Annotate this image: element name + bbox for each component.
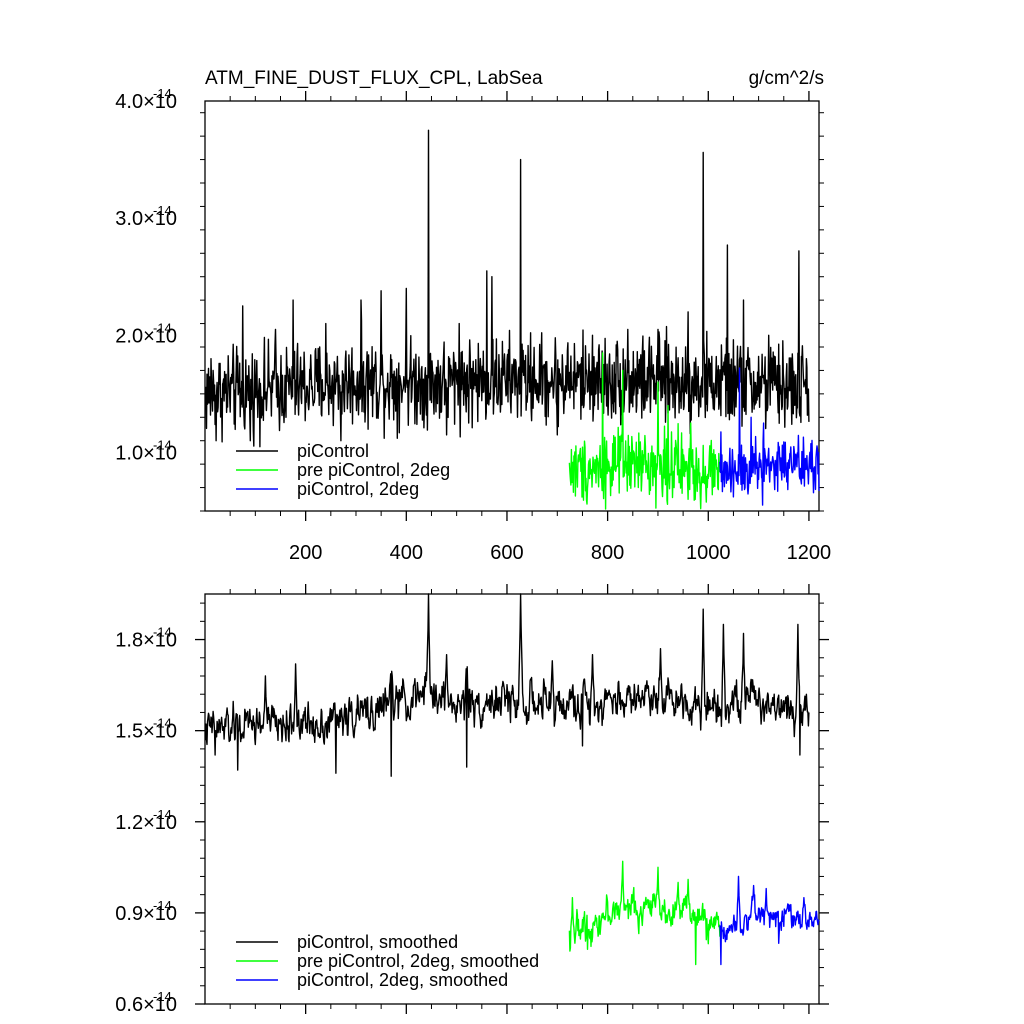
legend-label: pre piControl, 2deg, smoothed xyxy=(297,951,539,971)
series-line-1 xyxy=(568,860,721,966)
legend-label: piControl xyxy=(297,441,369,461)
series-line-0 xyxy=(204,593,810,777)
y-tick-label: 0.9×10 xyxy=(115,903,177,925)
tick-marks xyxy=(200,91,824,521)
plot-frame xyxy=(204,100,820,512)
y-tick-label: 1.0×10 xyxy=(115,442,177,464)
y-tick-exponent: -14 xyxy=(153,203,172,218)
x-tick-label: 1200 xyxy=(787,542,832,564)
legend-label: pre piControl, 2deg xyxy=(297,460,450,480)
x-tick-label: 600 xyxy=(490,542,523,564)
series-lines xyxy=(204,129,820,510)
y-tick-labels: 0.6×10-140.9×10-141.2×10-141.5×10-141.8×… xyxy=(115,625,177,1016)
y-tick-exponent: -14 xyxy=(153,989,172,1004)
y-tick-label: 3.0×10 xyxy=(115,208,177,230)
y-tick-label: 1.8×10 xyxy=(115,630,177,652)
legend-label: piControl, 2deg xyxy=(297,479,419,499)
y-tick-exponent: -14 xyxy=(153,320,172,335)
legend-label: piControl, smoothed xyxy=(297,932,458,952)
y-tick-exponent: -14 xyxy=(153,437,172,452)
y-tick-exponent: -14 xyxy=(153,807,172,822)
y-tick-label: 1.2×10 xyxy=(115,812,177,834)
plot-frame-smoothed xyxy=(204,593,820,1005)
x-tick-label: 1000 xyxy=(686,542,731,564)
x-tick-label: 400 xyxy=(390,542,423,564)
series-line-0 xyxy=(204,129,810,448)
x-tick-label: 800 xyxy=(591,542,624,564)
bottom-panel: 0.6×10-140.9×10-141.2×10-141.5×10-141.8×… xyxy=(115,584,829,1016)
y-tick-exponent: -14 xyxy=(153,716,172,731)
y-tick-label: 4.0×10 xyxy=(115,91,177,113)
y-tick-labels: 1.0×10-142.0×10-143.0×10-144.0×10-14 xyxy=(115,86,177,464)
x-tick-labels: 200 400 600 800 1000 1200 xyxy=(289,542,831,564)
y-tick-exponent: -14 xyxy=(153,625,172,640)
y-tick-label: 1.5×10 xyxy=(115,721,177,743)
legend-label: piControl, 2deg, smoothed xyxy=(297,970,508,990)
tick-marks xyxy=(195,584,829,1014)
units-label: g/cm^2/s xyxy=(749,68,824,89)
x-tick-label: 200 xyxy=(289,542,322,564)
y-tick-exponent: -14 xyxy=(153,898,172,913)
chart-title: ATM_FINE_DUST_FLUX_CPL, LabSea xyxy=(205,68,543,89)
top-panel: ATM_FINE_DUST_FLUX_CPL, LabSea g/cm^2/s … xyxy=(115,68,831,564)
y-tick-label: 0.6×10 xyxy=(115,994,177,1016)
y-tick-exponent: -14 xyxy=(153,86,172,101)
series-line-1 xyxy=(568,352,721,510)
series-line-2 xyxy=(719,875,820,966)
y-tick-label: 2.0×10 xyxy=(115,325,177,347)
series-lines xyxy=(204,593,820,966)
series-line-2 xyxy=(719,367,820,506)
